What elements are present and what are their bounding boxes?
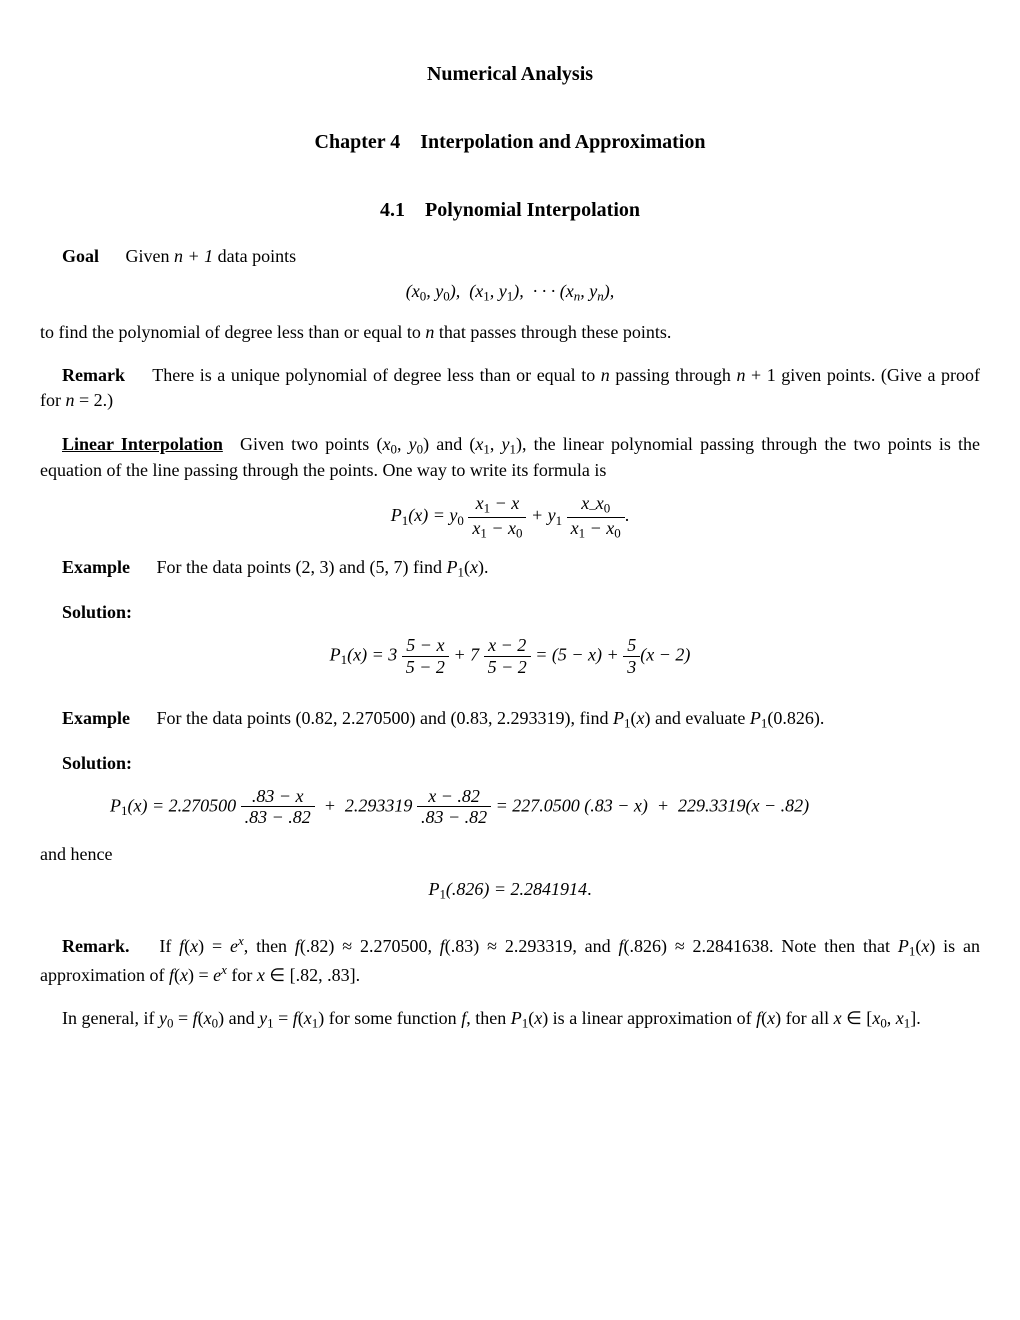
goal-intro-math: n + 1	[174, 246, 213, 266]
example2-solution: Solution:	[40, 751, 980, 776]
remark2-paragraph: Remark. If f(x) = ex, then f(.82) ≈ 2.27…	[40, 932, 980, 988]
remark1-label: Remark	[62, 365, 125, 385]
example1-solution-label: Solution:	[62, 602, 132, 622]
example1-display: P1(x) = 3 5 − x5 − 2 + 7 x − 25 − 2 = (5…	[40, 635, 980, 677]
chapter-title: Chapter 4 Interpolation and Approximatio…	[40, 128, 980, 156]
goal-tail-before: to find the polynomial of degree less th…	[40, 322, 425, 342]
linear-formula-display: P1(x) = y0 x1 − xx1 − x0 + y1 x–x0x1 − x…	[40, 493, 980, 541]
general-paragraph: In general, if y0 = f(x0) and y1 = f(x1)…	[40, 1006, 980, 1033]
doc-title: Numerical Analysis	[40, 60, 980, 88]
linear-interpolation-paragraph: Linear Interpolation Given two points (x…	[40, 432, 980, 484]
goal-intro-after: data points	[213, 246, 296, 266]
example2-paragraph: Example For the data points (0.82, 2.270…	[40, 706, 980, 733]
example1-body: For the data points (2, 3) and (5, 7) fi…	[157, 557, 489, 577]
example2-and-hence: and hence	[40, 842, 980, 867]
example2-display2: P1(.826) = 2.2841914.	[40, 877, 980, 904]
example2-label: Example	[62, 708, 130, 728]
section-title: 4.1 Polynomial Interpolation	[40, 196, 980, 224]
example2-display1: P1(x) = 2.270500 .83 − x.83 − .82 + 2.29…	[40, 786, 980, 828]
remark2-label: Remark.	[62, 936, 129, 956]
remark2-body: If f(x) = ex, then f(.82) ≈ 2.270500, f(…	[40, 936, 980, 985]
goal-display-points: (x0, y0), (x1, y1), · · · (xn, yn),	[40, 279, 980, 306]
linear-interpolation-label: Linear Interpolation	[62, 434, 223, 454]
goal-intro-before: Given	[126, 246, 175, 266]
goal-label: Goal	[62, 246, 99, 266]
remark1-paragraph: Remark There is a unique polynomial of d…	[40, 363, 980, 413]
example2-body: For the data points (0.82, 2.270500) and…	[157, 708, 825, 728]
example1-solution: Solution:	[40, 600, 980, 625]
example1-label: Example	[62, 557, 130, 577]
goal-tail: to find the polynomial of degree less th…	[40, 320, 980, 345]
example1-paragraph: Example For the data points (2, 3) and (…	[40, 555, 980, 582]
example2-solution-label: Solution:	[62, 753, 132, 773]
remark1-body: There is a unique polynomial of degree l…	[40, 365, 980, 410]
goal-tail-after: that passes through these points.	[434, 322, 671, 342]
goal-paragraph: Goal Given n + 1 data points	[40, 244, 980, 269]
